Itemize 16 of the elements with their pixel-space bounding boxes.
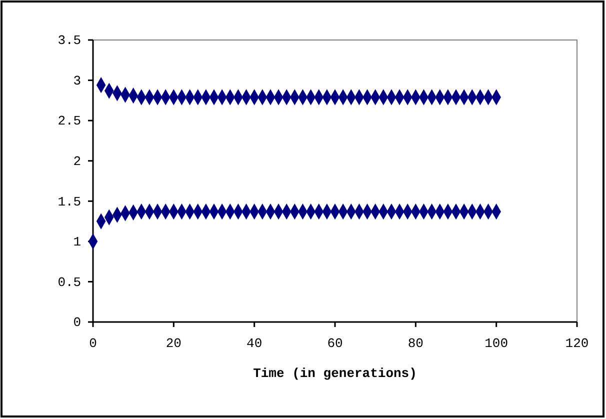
x-tick-label: 100	[484, 336, 508, 351]
y-tick-label: 3.5	[58, 33, 82, 48]
y-tick-label: 2.5	[58, 114, 82, 129]
x-axis-title: Time (in generations)	[253, 366, 417, 381]
x-tick-label: 80	[408, 336, 424, 351]
y-tick-label: 1	[73, 234, 82, 250]
y-tick-label: 2	[73, 154, 82, 170]
x-tick-label: 120	[565, 336, 589, 351]
y-tick-label: 0.5	[58, 274, 82, 290]
x-tick-label: 20	[166, 336, 182, 351]
y-tick-label: 1.5	[58, 194, 82, 210]
y-tick-label: 3	[73, 73, 82, 88]
x-tick-label: 60	[327, 336, 343, 351]
x-tick-label: 0	[89, 336, 97, 351]
y-tick-label: 0	[73, 315, 82, 330]
x-tick-label: 40	[246, 336, 262, 351]
